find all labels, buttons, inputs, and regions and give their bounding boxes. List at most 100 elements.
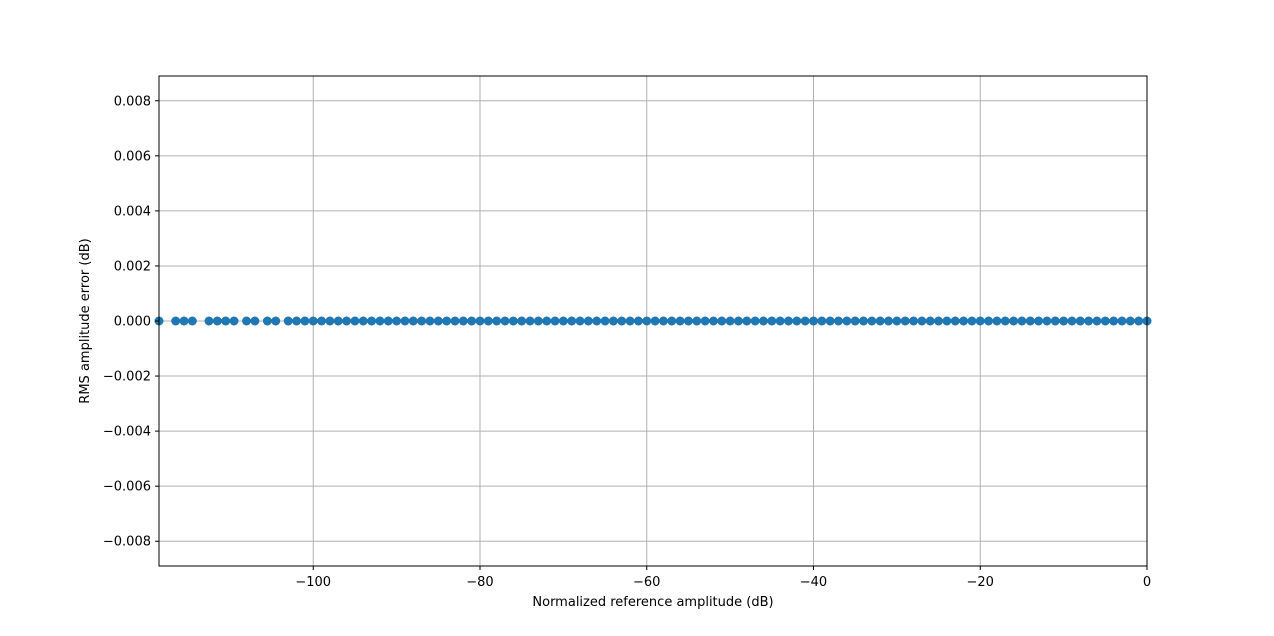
data-point: [229, 316, 239, 326]
x-axis: −100 −80 −60 −40 −20 0: [295, 566, 1151, 590]
data-point: [1117, 316, 1127, 326]
data-point: [692, 316, 702, 326]
data-point: [204, 316, 214, 326]
y-tick-label: 0.002: [114, 259, 151, 274]
data-point: [792, 316, 802, 326]
data-point: [1067, 316, 1077, 326]
data-point: [262, 316, 272, 326]
data-point: [558, 316, 568, 326]
data-point: [667, 316, 677, 326]
y-axis-title: RMS amplitude error (dB): [78, 238, 93, 403]
data-point: [1075, 316, 1085, 326]
x-tick-label: −60: [633, 575, 660, 590]
data-point: [842, 316, 852, 326]
data-point: [212, 316, 222, 326]
data-point: [250, 316, 260, 326]
data-point: [700, 316, 710, 326]
data-point: [533, 316, 543, 326]
x-tick-label: −80: [466, 575, 493, 590]
data-point: [1084, 316, 1094, 326]
data-point: [400, 316, 410, 326]
data-point: [433, 316, 443, 326]
data-point: [775, 316, 785, 326]
data-point: [625, 316, 635, 326]
data-point: [859, 316, 869, 326]
data-point: [817, 316, 827, 326]
data-point: [383, 316, 393, 326]
data-point: [342, 316, 352, 326]
data-point: [1059, 316, 1069, 326]
data-point: [992, 316, 1002, 326]
data-point: [542, 316, 552, 326]
data-point: [617, 316, 627, 326]
data-point: [283, 316, 293, 326]
data-point: [575, 316, 585, 326]
data-point: [1100, 316, 1110, 326]
data-point: [592, 316, 602, 326]
y-tick-label: −0.008: [103, 535, 151, 550]
y-tick-label: 0.008: [114, 94, 151, 109]
data-point: [850, 316, 860, 326]
data-point: [1025, 316, 1035, 326]
data-point: [967, 316, 977, 326]
data-point: [917, 316, 927, 326]
x-axis-title: Normalized reference amplitude (dB): [532, 595, 773, 610]
y-tick-label: −0.002: [103, 370, 151, 385]
data-point: [1125, 316, 1135, 326]
data-point: [642, 316, 652, 326]
data-point: [975, 316, 985, 326]
data-point: [767, 316, 777, 326]
y-tick-label: 0.000: [114, 315, 151, 330]
data-point: [758, 316, 768, 326]
data-point: [475, 316, 485, 326]
data-point: [1109, 316, 1119, 326]
y-tick-label: 0.004: [114, 204, 151, 219]
data-points: [154, 316, 1152, 326]
y-tick-label: −0.006: [103, 480, 151, 495]
y-tick-label: −0.004: [103, 425, 151, 440]
data-point: [358, 316, 368, 326]
data-point: [325, 316, 335, 326]
data-point: [292, 316, 302, 326]
data-point: [350, 316, 360, 326]
x-tick-label: −40: [800, 575, 827, 590]
data-point: [392, 316, 402, 326]
data-point: [675, 316, 685, 326]
data-point: [959, 316, 969, 326]
data-point: [925, 316, 935, 326]
data-point: [1042, 316, 1052, 326]
data-point: [650, 316, 660, 326]
data-point: [408, 316, 418, 326]
data-point: [187, 316, 197, 326]
y-tick-label: 0.006: [114, 149, 151, 164]
data-point: [242, 316, 252, 326]
data-point: [725, 316, 735, 326]
data-point: [984, 316, 994, 326]
data-point: [333, 316, 343, 326]
data-point: [308, 316, 318, 326]
x-tick-label: −100: [295, 575, 331, 590]
data-point: [733, 316, 743, 326]
data-point: [550, 316, 560, 326]
x-tick-label: −20: [967, 575, 994, 590]
data-point: [271, 316, 281, 326]
data-point: [525, 316, 535, 326]
data-point: [1017, 316, 1027, 326]
y-axis: 0.008 0.006 0.004 0.002 0.000 −0.002 −0.004 −0.…: [103, 94, 159, 550]
data-point: [658, 316, 668, 326]
data-point: [1000, 316, 1010, 326]
data-point: [1092, 316, 1102, 326]
data-point: [492, 316, 502, 326]
data-point: [900, 316, 910, 326]
data-point: [375, 316, 385, 326]
data-point: [1050, 316, 1060, 326]
data-point: [317, 316, 327, 326]
data-point: [909, 316, 919, 326]
data-point: [367, 316, 377, 326]
data-point: [458, 316, 468, 326]
data-point: [417, 316, 427, 326]
data-point: [567, 316, 577, 326]
data-point: [708, 316, 718, 326]
data-point: [950, 316, 960, 326]
